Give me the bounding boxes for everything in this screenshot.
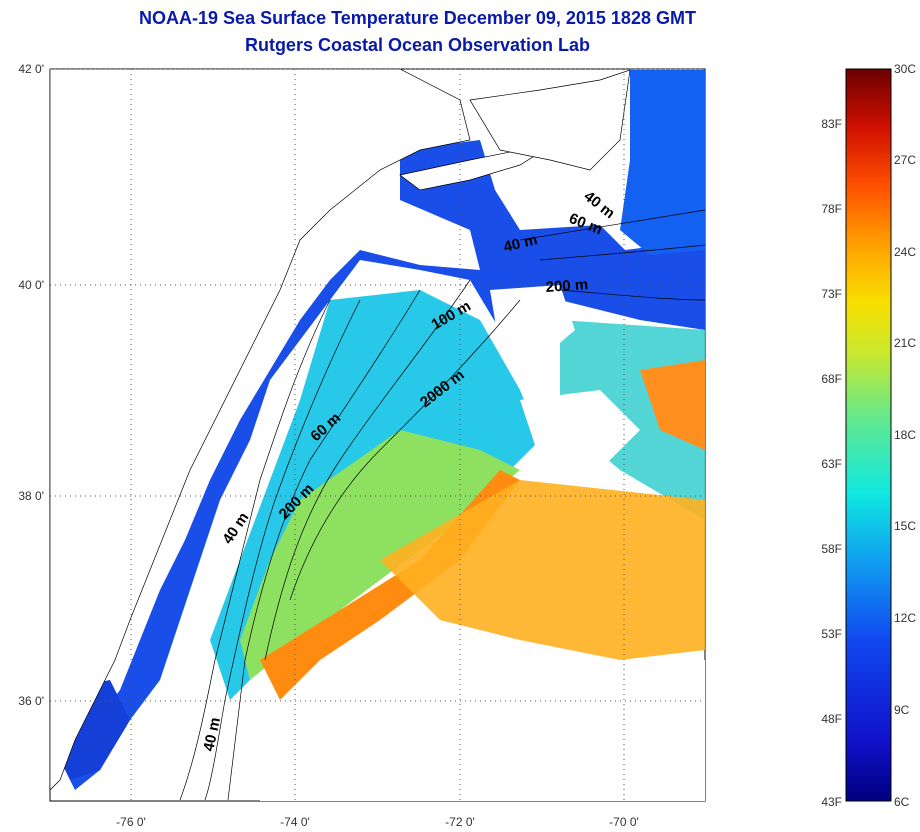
colorbar-label-83f: 83F [821,117,842,131]
sst-warm-east [640,360,705,450]
bathymetry-contours [179,209,705,801]
cloud-gap-4 [260,650,705,801]
lon-label-74: -74 0' [280,815,310,829]
colorbar-label-43f: 43F [821,795,842,809]
contour-line-northeast [519,209,705,241]
colorbar-label-18c: 18C [894,428,916,442]
sst-cold-north [620,70,705,255]
lat-label-38: 38 0' [18,489,44,503]
colorbar-label-21c: 21C [894,336,916,350]
contour-line-shelf-inner [179,299,331,801]
colorbar-label-15c: 15C [894,519,916,533]
colorbar-label-63f: 63F [821,457,842,471]
colorbar-label-9c: 9C [894,703,910,717]
map-grid [50,68,705,801]
contour-label-40m-south: 40 m [200,716,224,753]
contour-line-shelf-mid [204,299,361,801]
colorbar-label-12c: 12C [894,611,916,625]
contour-label-200m-ne: 200 m [545,276,589,296]
lon-label-76: -76 0' [116,815,146,829]
colorbar-label-48f: 48F [821,712,842,726]
contour-line-northeast-2 [539,244,705,261]
colorbar-label-24c: 24C [894,245,916,259]
lat-label-40: 40 0' [18,278,44,292]
land-mainland [50,69,471,791]
contour-line-slope [264,279,471,661]
map-subtitle: Rutgers Coastal Ocean Observation Lab [244,35,591,55]
cloud-gap-3 [520,390,640,470]
colorbar-label-30c: 30C [894,62,916,76]
contour-line-deep [289,299,521,601]
lon-label-70: -70 0' [609,815,639,829]
colorbar-label-68f: 68F [821,372,842,386]
lon-label-72: -72 0' [445,815,475,829]
map-title: NOAA-19 Sea Surface Temperature December… [139,8,696,28]
colorbar-label-6c: 6C [894,795,910,809]
colorbar [845,68,892,802]
colorbar-label-78f: 78F [821,202,842,216]
colorbar-label-53f: 53F [821,627,842,641]
cloud-gap-1 [290,200,480,270]
sst-transition-band [240,430,520,680]
contour-line-shelf-break [227,289,421,801]
lat-label-36: 36 0' [18,694,44,708]
colorbar-label-27c: 27C [894,153,916,167]
contour-line-northeast-3 [559,289,705,301]
cloud-gap-2 [490,285,575,360]
colorbar-label-73f: 73F [821,287,842,301]
colorbar-label-58f: 58F [821,542,842,556]
lat-label-42: 42 0' [18,62,44,76]
land-new-england [469,69,631,171]
